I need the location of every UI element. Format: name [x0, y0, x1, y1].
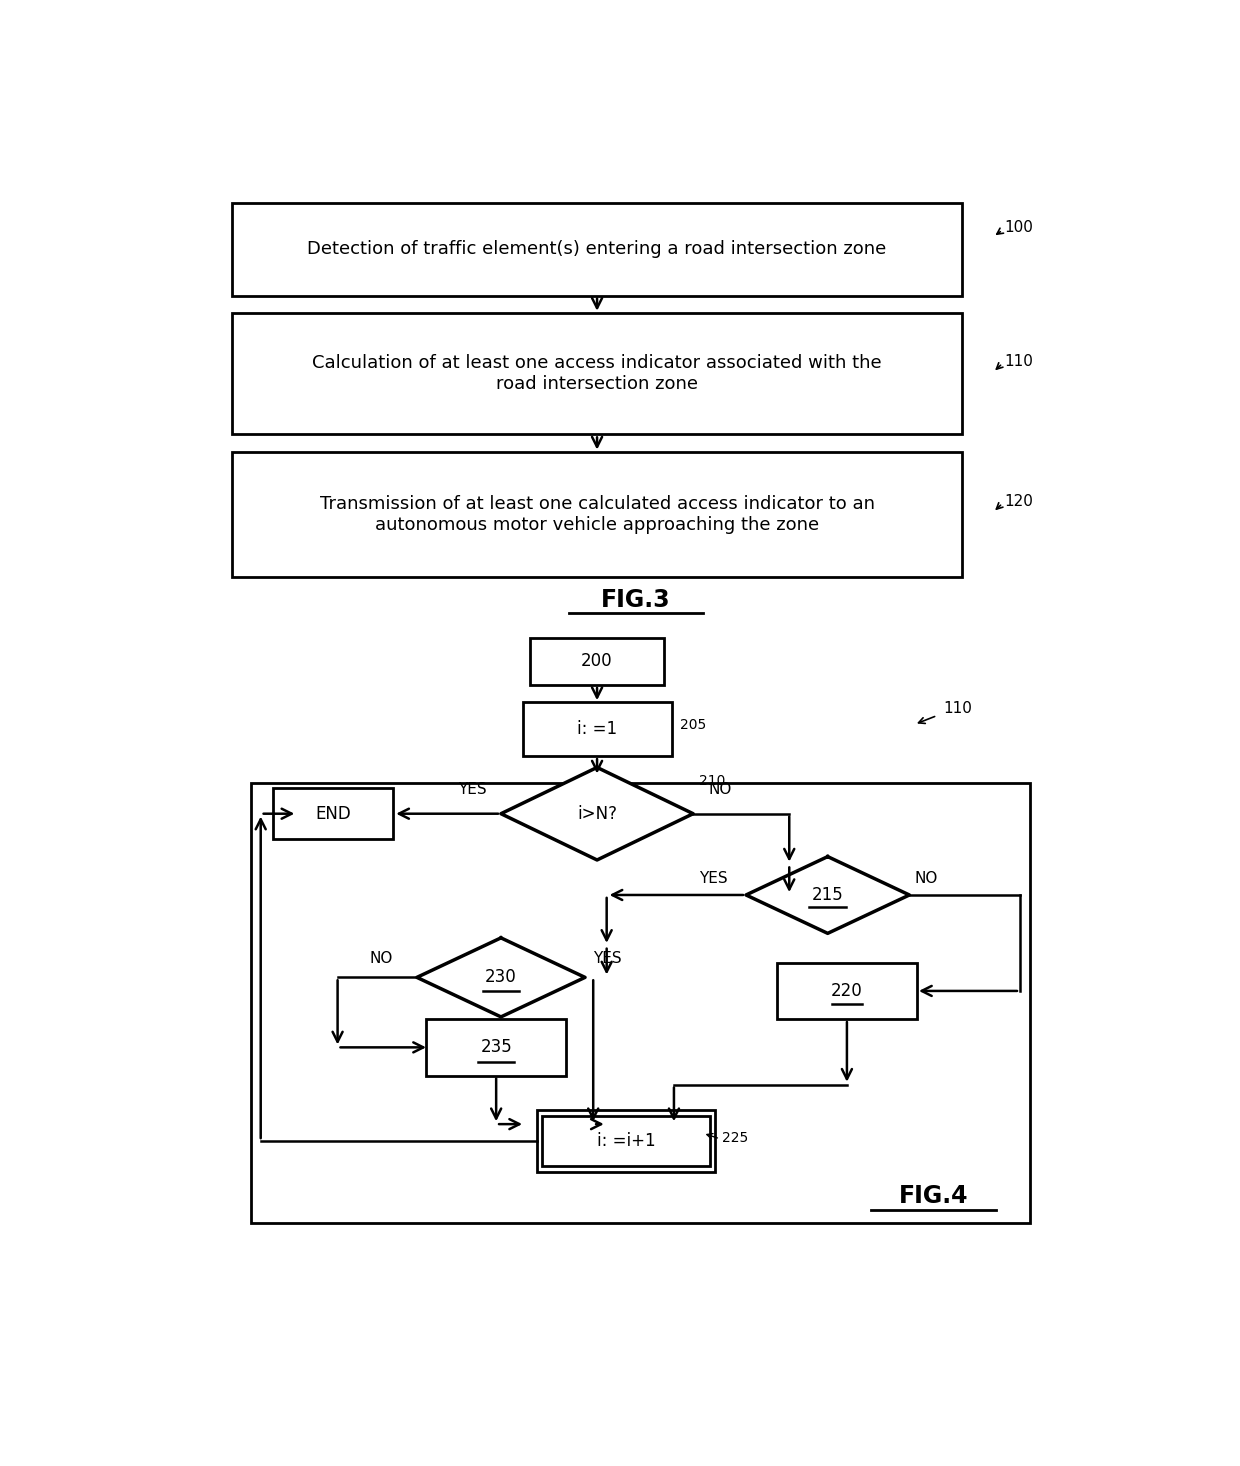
FancyBboxPatch shape	[232, 453, 962, 576]
Text: YES: YES	[593, 950, 621, 966]
Text: 200: 200	[582, 652, 613, 670]
Text: i: =i+1: i: =i+1	[596, 1132, 655, 1149]
Polygon shape	[417, 938, 585, 1017]
Text: 220: 220	[831, 982, 863, 1000]
FancyBboxPatch shape	[522, 702, 672, 756]
Text: 225: 225	[722, 1130, 748, 1145]
Text: 110: 110	[942, 701, 972, 717]
Text: Transmission of at least one calculated access indicator to an
autonomous motor : Transmission of at least one calculated …	[320, 496, 874, 534]
FancyBboxPatch shape	[529, 638, 665, 685]
Text: END: END	[315, 805, 351, 822]
Text: 120: 120	[1004, 494, 1033, 509]
FancyBboxPatch shape	[232, 202, 962, 296]
Text: i>N?: i>N?	[577, 805, 618, 822]
Text: 215: 215	[812, 885, 843, 905]
Text: 230: 230	[485, 969, 517, 987]
Text: 100: 100	[1004, 220, 1033, 236]
Text: FIG.3: FIG.3	[600, 588, 671, 613]
Text: YES: YES	[458, 781, 486, 798]
Text: 205: 205	[680, 717, 706, 732]
FancyBboxPatch shape	[537, 1110, 714, 1173]
Text: YES: YES	[699, 871, 728, 885]
Polygon shape	[746, 856, 909, 934]
FancyBboxPatch shape	[427, 1019, 565, 1076]
Polygon shape	[501, 767, 693, 861]
Text: FIG.4: FIG.4	[899, 1185, 968, 1208]
Text: 235: 235	[480, 1038, 512, 1057]
FancyBboxPatch shape	[777, 963, 916, 1019]
Text: i: =1: i: =1	[577, 720, 618, 737]
Text: NO: NO	[708, 781, 732, 798]
Text: NO: NO	[370, 950, 393, 966]
FancyBboxPatch shape	[232, 312, 962, 434]
Text: 210: 210	[699, 774, 725, 787]
Text: Detection of traffic element(s) entering a road intersection zone: Detection of traffic element(s) entering…	[308, 240, 887, 258]
Text: NO: NO	[914, 871, 937, 885]
FancyBboxPatch shape	[273, 789, 393, 839]
Text: 110: 110	[1004, 353, 1033, 368]
Text: Calculation of at least one access indicator associated with the
road intersecti: Calculation of at least one access indic…	[312, 355, 882, 393]
